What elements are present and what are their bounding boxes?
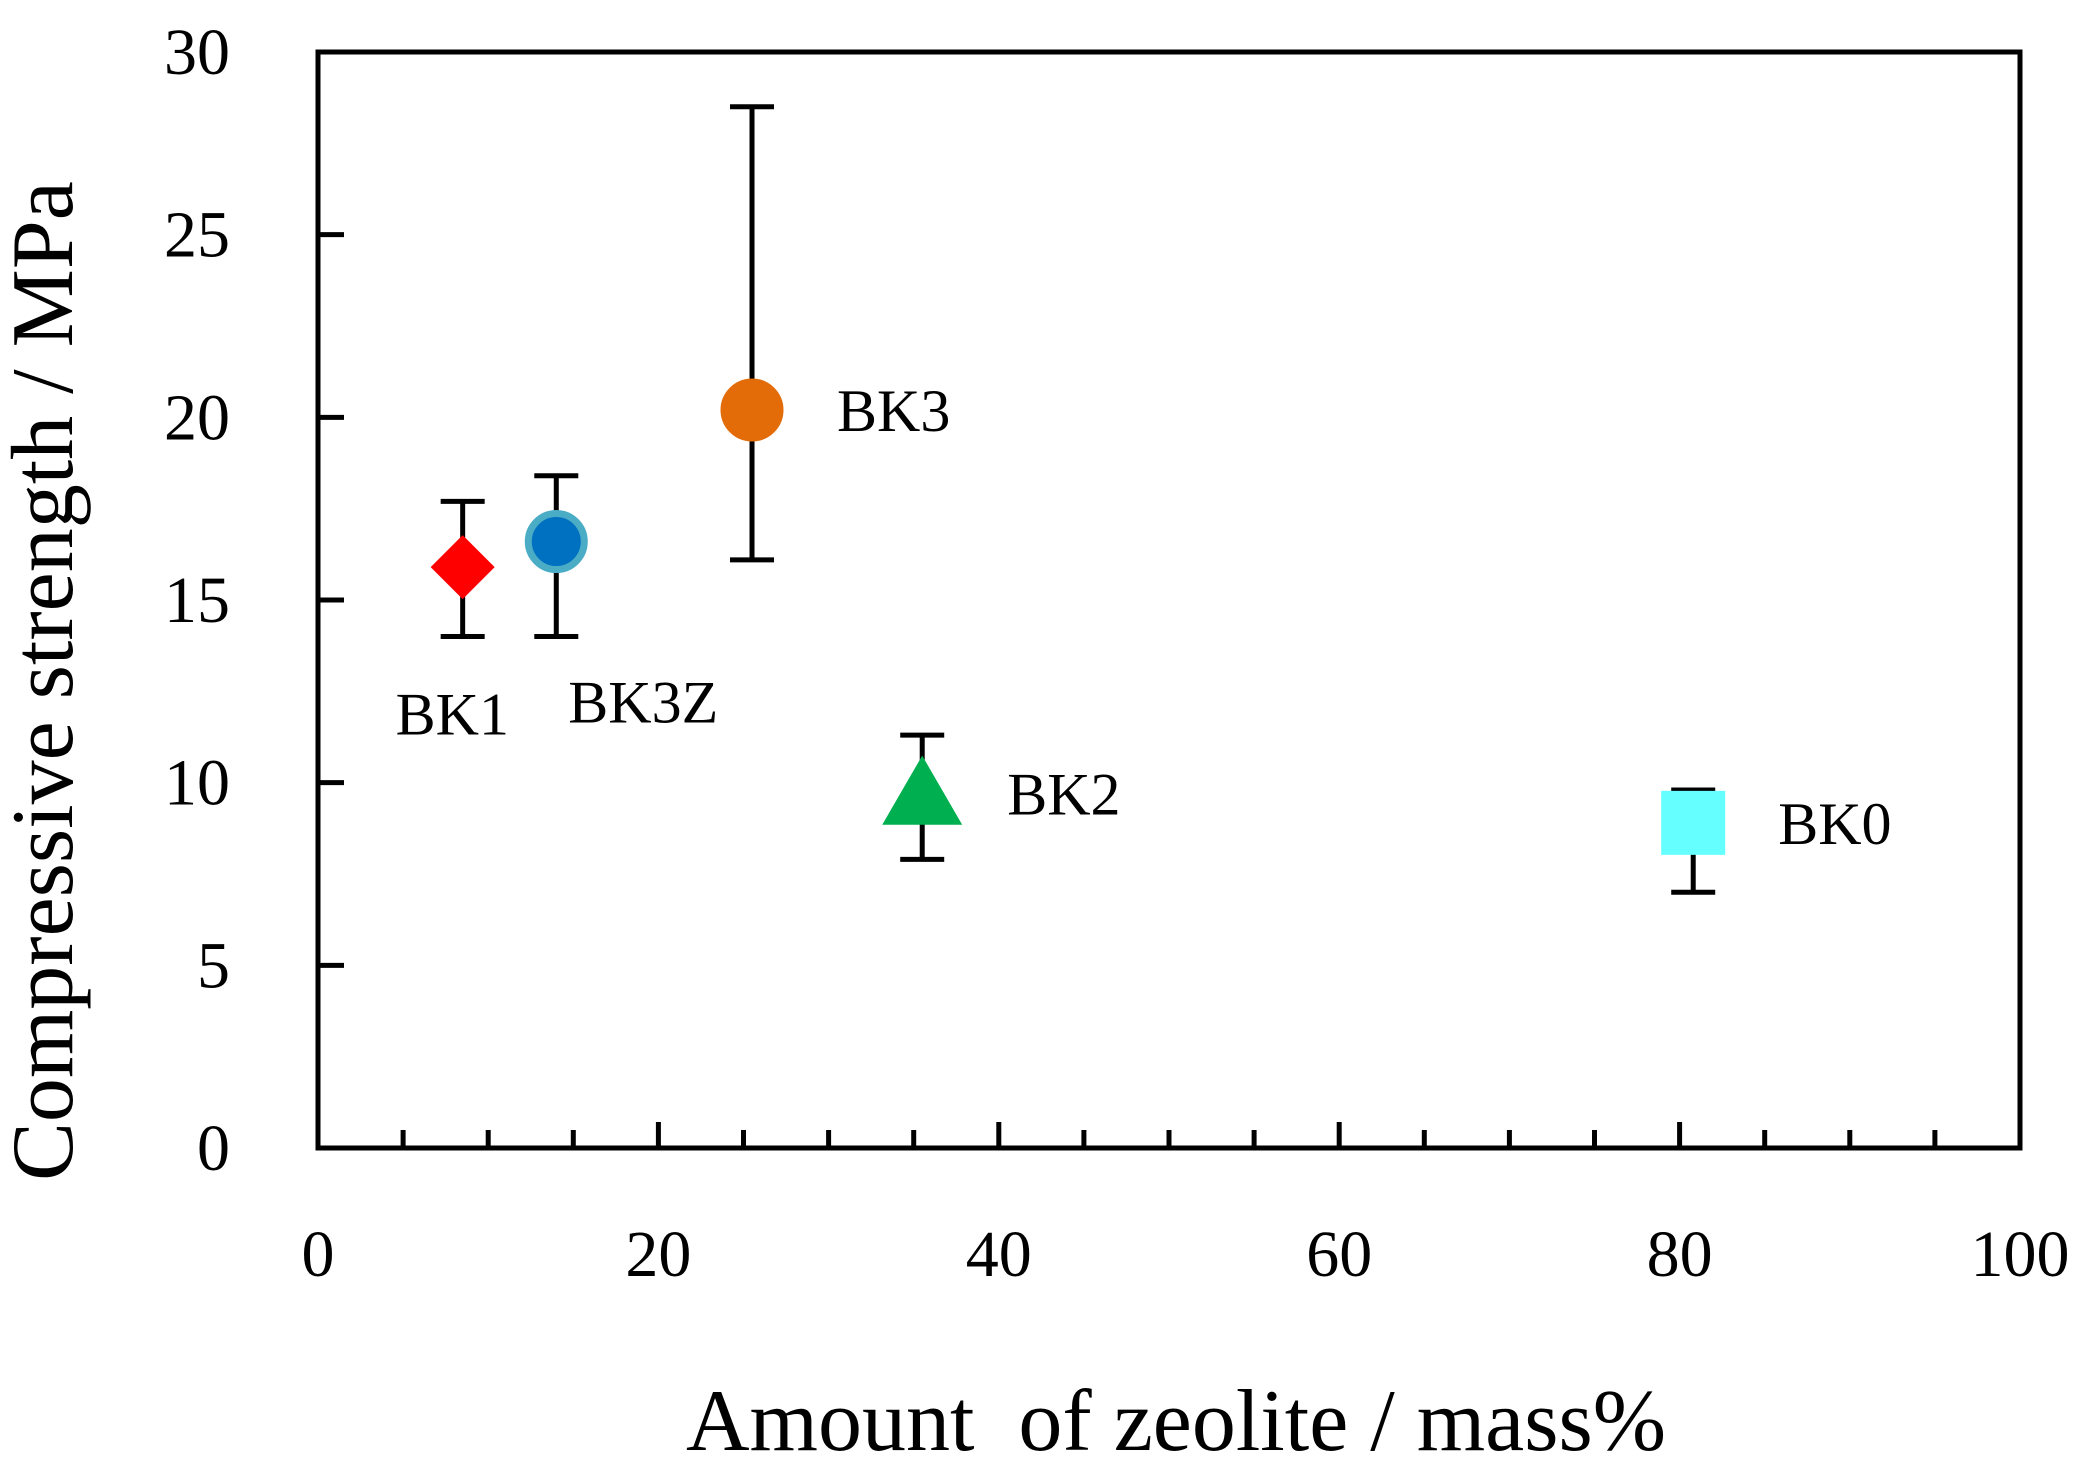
axes-frame-layer: [315, 49, 2023, 1151]
x-tick-label: 60: [1306, 1218, 1372, 1291]
plot-frame: [315, 49, 2023, 1151]
point-label-bk2: BK2: [1007, 762, 1120, 828]
tick-marks-layer: [318, 232, 1938, 1148]
y-tick-label: 5: [197, 929, 230, 1002]
x-tick-label: 100: [1971, 1218, 2070, 1291]
markers-layer: [430, 378, 1726, 855]
point-label-bk3: BK3: [837, 378, 950, 444]
x-axis-title: Amount of zeolite / mass%: [686, 1373, 1666, 1462]
x-tick-label: 0: [302, 1218, 335, 1291]
marker-bk3z: [524, 510, 588, 574]
marker-bk1: [430, 535, 495, 600]
y-tick-label: 0: [197, 1112, 230, 1185]
y-axis-title: Compressive strength / MPa: [0, 181, 92, 1181]
x-tick-label: 40: [966, 1218, 1032, 1291]
point-label-bk0: BK0: [1778, 791, 1891, 857]
point-label-bk3z: BK3Z: [568, 670, 718, 736]
point-labels-layer: BK1 BK3Z BK3 BK2 BK0: [396, 378, 1892, 857]
y-tick-label: 10: [164, 747, 230, 820]
y-tick-label: 25: [164, 199, 230, 272]
error-bar-bk3: [730, 104, 775, 563]
y-tick-label: 20: [164, 381, 230, 454]
x-tick-label: 20: [625, 1218, 691, 1291]
y-tick-label: 30: [164, 16, 230, 89]
point-label-bk1: BK1: [396, 682, 509, 748]
marker-bk3: [720, 378, 784, 442]
y-tick-label: 15: [164, 564, 230, 637]
x-tick-label: 80: [1647, 1218, 1713, 1291]
marker-bk2: [882, 755, 963, 825]
tick-labels-layer: 0 20 40 60 80 100 0 5 10 15 20 25 30: [164, 16, 2070, 1291]
marker-bk0: [1661, 790, 1726, 855]
